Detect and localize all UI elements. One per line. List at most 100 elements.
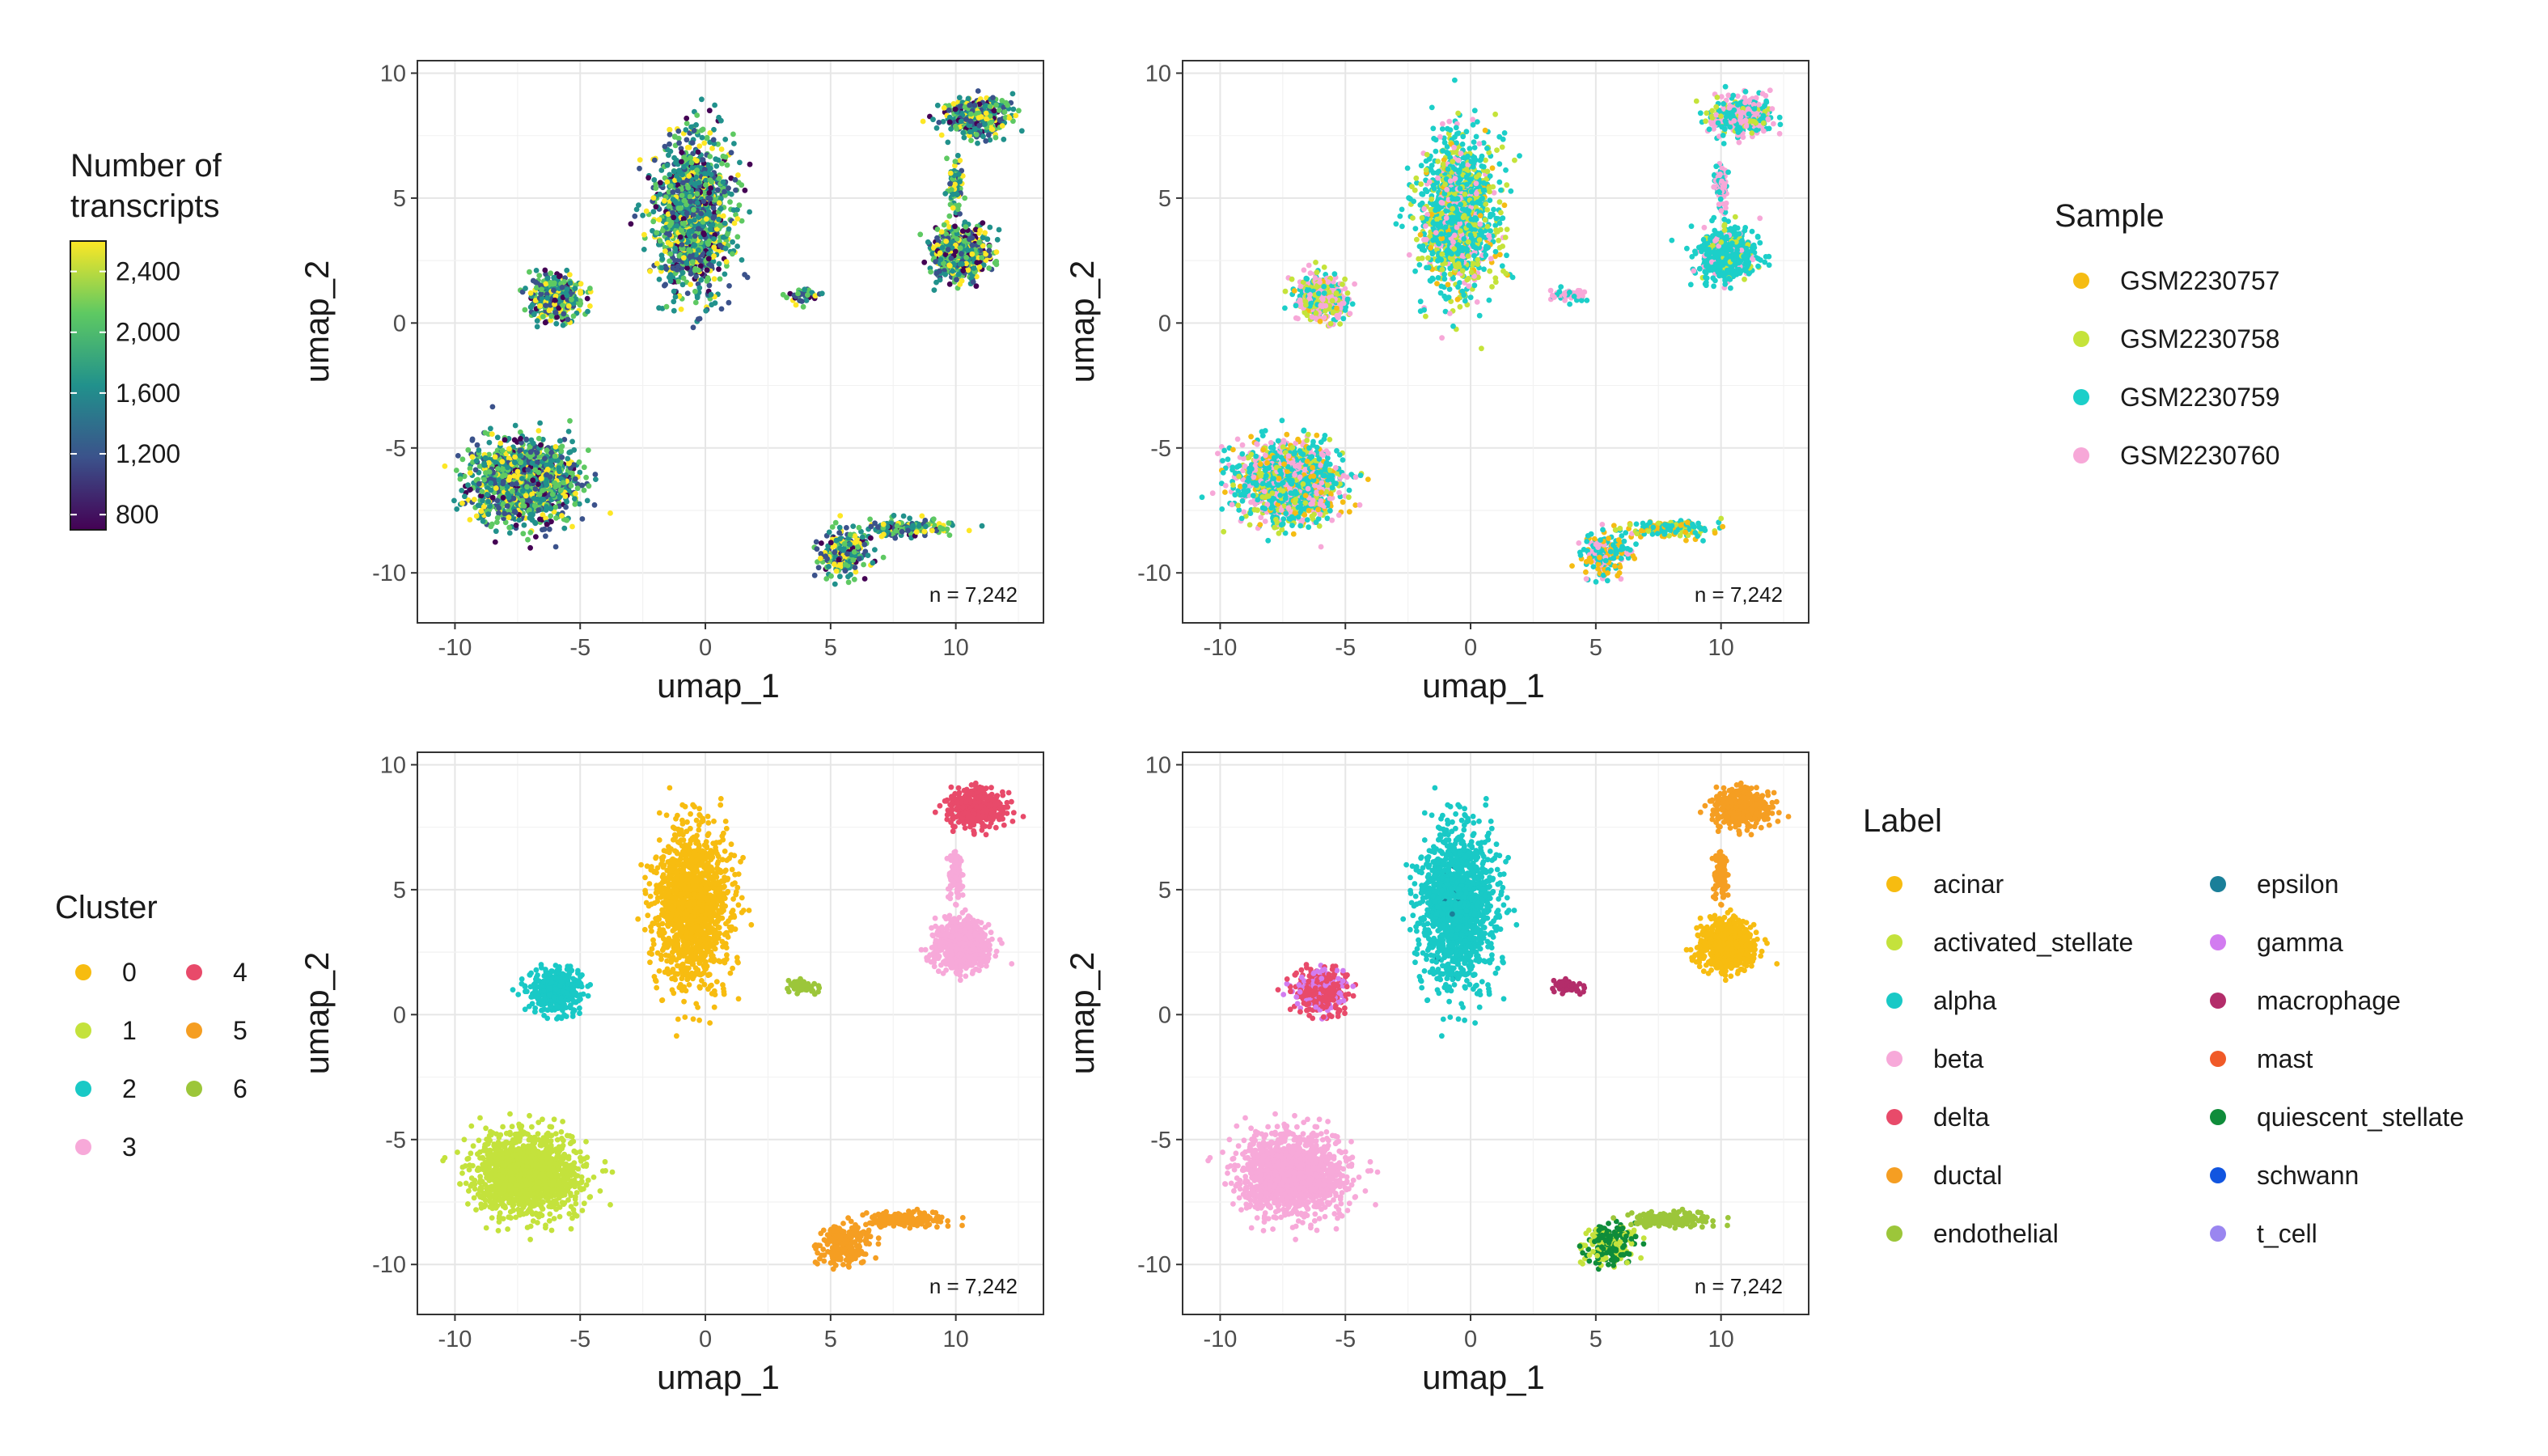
point [693, 122, 699, 128]
point [993, 249, 1000, 255]
point [453, 468, 459, 473]
point [965, 95, 971, 102]
point [506, 494, 512, 501]
point [880, 554, 887, 561]
point [578, 281, 584, 287]
point [467, 517, 473, 523]
point [565, 460, 572, 467]
point [637, 157, 643, 163]
point [451, 497, 457, 504]
point [803, 298, 810, 303]
point [952, 248, 959, 255]
point [993, 102, 999, 108]
point [715, 187, 721, 193]
point [684, 210, 690, 216]
point [696, 143, 703, 150]
point [544, 472, 550, 478]
point [936, 120, 942, 125]
point [954, 152, 961, 159]
point [489, 431, 495, 437]
point [713, 226, 720, 232]
point [482, 455, 489, 461]
point [910, 523, 916, 528]
point [681, 163, 687, 170]
point [527, 290, 534, 296]
point [553, 320, 560, 327]
point [475, 502, 481, 509]
point [653, 204, 659, 210]
point [542, 267, 548, 273]
point [553, 515, 559, 521]
point [999, 123, 1005, 129]
point [706, 238, 712, 244]
point [986, 248, 993, 254]
point [950, 268, 956, 274]
point [565, 316, 571, 323]
point [826, 564, 832, 569]
point [921, 528, 928, 535]
point [960, 129, 967, 136]
point [540, 497, 547, 502]
plot-background [417, 61, 1043, 623]
x-tick-label: 5 [824, 635, 837, 661]
point [513, 523, 519, 528]
point [983, 138, 989, 144]
point [662, 143, 668, 150]
point [952, 223, 958, 230]
point [564, 286, 570, 293]
point [686, 173, 692, 179]
point [531, 502, 538, 509]
point [739, 218, 745, 224]
point [942, 191, 949, 197]
point [560, 303, 566, 308]
point [676, 167, 683, 174]
point [707, 154, 713, 159]
point [959, 260, 965, 267]
point [942, 272, 948, 277]
point [535, 428, 542, 434]
point [917, 231, 924, 238]
point [560, 480, 566, 485]
point [551, 287, 557, 294]
point [706, 108, 713, 114]
point [928, 269, 933, 275]
point [704, 134, 710, 141]
point [534, 324, 540, 330]
x-tick-label: 0 [699, 635, 712, 661]
point [709, 302, 715, 308]
point [892, 535, 899, 541]
point [552, 297, 558, 303]
point [489, 494, 496, 501]
point [853, 539, 859, 544]
point [679, 159, 684, 165]
point [500, 494, 506, 501]
x-axis-title: umap_1 [657, 667, 780, 705]
point [656, 305, 662, 311]
point [688, 154, 693, 161]
point [681, 220, 688, 226]
point [984, 236, 991, 242]
point [688, 124, 694, 130]
point [708, 171, 714, 178]
point [538, 476, 544, 481]
point [947, 170, 954, 176]
point [533, 268, 540, 273]
point [698, 277, 705, 283]
point [983, 110, 989, 116]
point [720, 153, 726, 159]
point [577, 302, 583, 308]
point [666, 203, 672, 210]
point [802, 286, 808, 293]
point [519, 497, 526, 504]
point [506, 514, 512, 521]
point [591, 502, 598, 508]
point [832, 549, 838, 556]
point [540, 527, 545, 533]
point [574, 485, 581, 492]
point [673, 200, 679, 206]
point [572, 496, 578, 502]
point [679, 242, 685, 248]
point [727, 199, 733, 205]
point [667, 127, 673, 133]
point [724, 263, 730, 269]
